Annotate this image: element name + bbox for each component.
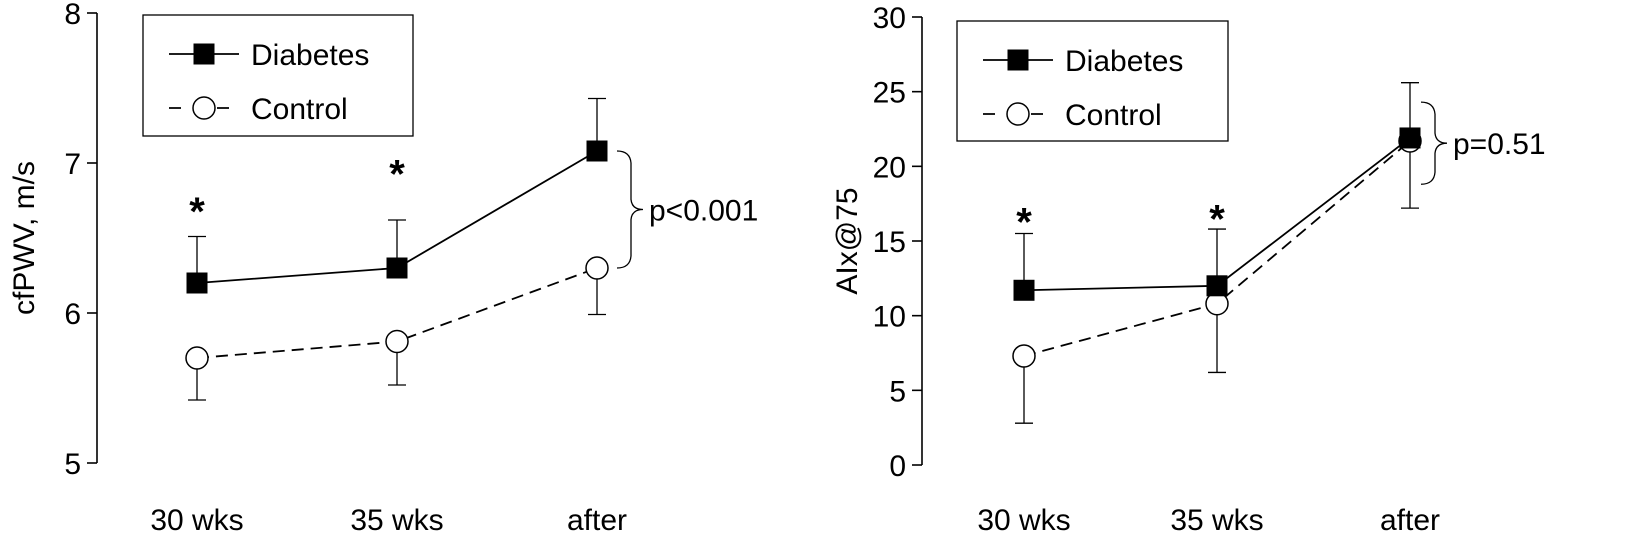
x-tick-label: after bbox=[1380, 504, 1440, 537]
x-tick-label: 35 wks bbox=[350, 504, 443, 537]
significance-asterisk: * bbox=[1209, 198, 1225, 242]
y-axis-label: cfPWV, m/s bbox=[8, 161, 41, 315]
significance-asterisk: * bbox=[189, 190, 205, 234]
legend-marker-control bbox=[192, 96, 216, 120]
data-point-control bbox=[585, 256, 609, 280]
legend-box bbox=[956, 20, 1229, 142]
data-point-diabetes bbox=[186, 272, 208, 294]
legend-label-control: Control bbox=[1065, 99, 1162, 132]
x-tick-label: 30 wks bbox=[977, 504, 1070, 537]
legend-label-diabetes: Diabetes bbox=[251, 39, 369, 72]
legend-label-control: Control bbox=[251, 93, 348, 126]
y-tick-label: 5 bbox=[64, 448, 81, 481]
significance-bracket bbox=[616, 150, 644, 269]
y-tick-label: 30 bbox=[873, 2, 906, 35]
y-axis-label: AIx@75 bbox=[831, 187, 864, 294]
x-tick-label: 35 wks bbox=[1170, 504, 1263, 537]
y-tick-label: 6 bbox=[64, 298, 81, 331]
y-tick-label: 5 bbox=[889, 375, 906, 408]
chart-panel-aix: 0 5 10 15 20 25 30 AIx@75 30 wks 35 wks after * * p=0… bbox=[831, 2, 1546, 537]
y-tick-label: 20 bbox=[873, 151, 906, 184]
legend-label-diabetes: Diabetes bbox=[1065, 45, 1183, 78]
legend-marker-diabetes bbox=[1007, 49, 1029, 71]
y-tick-label: 7 bbox=[64, 148, 81, 181]
significance-asterisk: * bbox=[1016, 201, 1032, 245]
legend-marker-diabetes bbox=[193, 43, 215, 65]
data-point-diabetes bbox=[586, 140, 608, 162]
legend-box bbox=[142, 14, 414, 137]
y-tick-label: 15 bbox=[873, 226, 906, 259]
data-point-diabetes bbox=[1013, 279, 1035, 301]
chart-panel-cfpwv: 5 6 7 8 cfPWV, m/s 30 wks 35 wks after * * p<0.001… bbox=[8, 0, 758, 537]
y-tick-label: 10 bbox=[873, 301, 906, 334]
p-value-label: p<0.001 bbox=[649, 195, 758, 228]
significance-asterisk: * bbox=[389, 153, 405, 197]
y-tick-label: 25 bbox=[873, 77, 906, 110]
significance-bracket bbox=[1420, 101, 1448, 185]
data-point-control bbox=[385, 329, 409, 354]
p-value-label: p=0.51 bbox=[1453, 128, 1546, 161]
x-tick-label: 30 wks bbox=[150, 504, 243, 537]
y-tick-label: 0 bbox=[889, 450, 906, 483]
y-tick-label: 8 bbox=[64, 0, 81, 31]
data-point-diabetes bbox=[386, 257, 408, 279]
data-point-control bbox=[1012, 344, 1036, 368]
data-point-diabetes bbox=[1206, 275, 1228, 297]
data-point-diabetes bbox=[1399, 127, 1421, 149]
legend-marker-control bbox=[1006, 102, 1030, 126]
data-point-control bbox=[185, 346, 209, 370]
x-tick-label: after bbox=[567, 504, 627, 537]
